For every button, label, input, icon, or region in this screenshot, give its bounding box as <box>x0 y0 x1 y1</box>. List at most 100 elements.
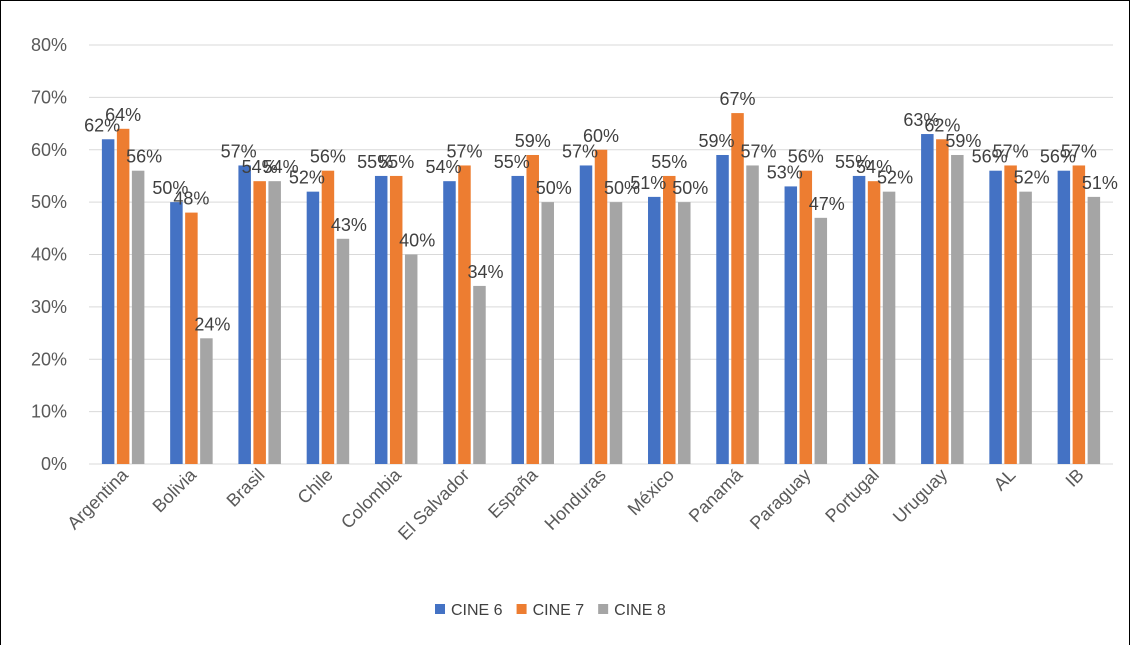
data-label: 62% <box>924 115 960 135</box>
bar <box>882 191 896 464</box>
y-tick-label: 80% <box>31 35 67 55</box>
bar <box>784 186 798 464</box>
data-label: 24% <box>194 314 230 334</box>
data-label: 60% <box>583 126 619 146</box>
data-label: 64% <box>105 105 141 125</box>
bar <box>579 165 593 464</box>
legend-swatch <box>435 604 445 614</box>
y-tick-label: 10% <box>31 402 67 422</box>
data-label: 47% <box>809 194 845 214</box>
legend-label: CINE 8 <box>614 602 666 619</box>
data-label: 50% <box>152 178 188 198</box>
data-label: 52% <box>877 168 913 188</box>
data-label: 51% <box>630 173 666 193</box>
bar <box>1057 170 1071 464</box>
y-tick-label: 70% <box>31 87 67 107</box>
bar <box>989 170 1002 464</box>
y-axis-tick-labels: 0% 10% 20% 30% 40% 50% 60% 70% 80% <box>31 35 67 474</box>
bar <box>443 181 456 465</box>
data-label: 62% <box>84 115 120 135</box>
data-label: 54% <box>242 157 278 177</box>
x-tick-label: España <box>484 464 542 522</box>
bar <box>131 170 145 464</box>
data-label: 54% <box>263 157 299 177</box>
data-label: 59% <box>699 131 735 151</box>
data-label: 52% <box>289 168 325 188</box>
x-tick-label: IB <box>1062 465 1088 491</box>
bar <box>404 254 418 464</box>
data-label: 34% <box>467 262 503 282</box>
bar <box>336 238 350 464</box>
bar <box>526 154 539 465</box>
bar <box>473 285 486 464</box>
bar <box>200 338 213 464</box>
data-label: 56% <box>1040 147 1076 167</box>
x-tick-label: Chile <box>294 465 337 508</box>
bar <box>716 154 729 465</box>
data-label: 57% <box>221 141 257 161</box>
x-tick-label: AL <box>990 465 1020 495</box>
legend-label: CINE 7 <box>533 602 585 619</box>
legend-swatch <box>516 604 527 614</box>
bar <box>306 191 320 464</box>
bar <box>921 134 934 464</box>
data-label: 56% <box>788 147 824 167</box>
data-label: 59% <box>945 131 981 151</box>
bar <box>852 175 866 464</box>
legend-label: CINE 6 <box>451 602 503 619</box>
data-label: 63% <box>903 110 939 130</box>
data-label: 54% <box>856 157 892 177</box>
data-label: 50% <box>672 178 708 198</box>
bar <box>663 175 676 464</box>
x-tick-label: Colombia <box>337 464 406 533</box>
bar <box>253 181 266 465</box>
x-tick-label: Honduras <box>540 465 609 534</box>
bar <box>238 165 251 464</box>
bar <box>867 181 881 465</box>
bar <box>185 212 198 464</box>
x-tick-label: Paraguay <box>746 465 815 534</box>
data-label: 57% <box>1061 141 1097 161</box>
y-tick-label: 60% <box>31 140 67 160</box>
x-tick-label: Brasil <box>223 465 269 511</box>
data-label: 50% <box>536 178 572 198</box>
bar <box>1019 191 1032 464</box>
data-label: 59% <box>515 131 551 151</box>
bar <box>814 217 828 464</box>
data-label: 48% <box>173 189 209 209</box>
bar <box>101 139 115 464</box>
bar <box>799 170 813 464</box>
x-tick-label: Portugal <box>821 465 883 527</box>
x-tick-label: Bolivia <box>149 464 201 516</box>
x-tick-label: Uruguay <box>889 465 951 527</box>
x-tick-label: México <box>624 465 678 519</box>
bar <box>936 139 949 464</box>
y-tick-label: 40% <box>31 245 67 265</box>
data-label: 40% <box>399 231 435 251</box>
data-label: 55% <box>494 152 530 172</box>
bar <box>116 128 130 465</box>
bar <box>170 202 183 464</box>
legend: CINE 6 CINE 7 CINE 8 <box>435 602 666 619</box>
bar <box>268 181 281 465</box>
x-tick-label: Panamá <box>685 464 747 526</box>
data-label: 50% <box>604 178 640 198</box>
data-label: 55% <box>357 152 393 172</box>
bar <box>321 170 335 464</box>
data-label: 67% <box>720 89 756 109</box>
y-tick-label: 50% <box>31 192 67 212</box>
bar <box>1004 165 1017 464</box>
bar <box>1087 196 1101 464</box>
data-label: 52% <box>1014 168 1050 188</box>
bar <box>746 165 759 464</box>
x-tick-label: El Salvador <box>394 465 473 544</box>
data-labels: 62%64%56%50%48%24%57%54%54%52%56%43%55%5… <box>84 89 1118 334</box>
bar <box>678 202 691 464</box>
bar <box>648 196 661 464</box>
bars <box>101 113 1101 465</box>
data-label: 53% <box>767 162 803 182</box>
bar <box>951 154 964 465</box>
data-label: 55% <box>651 152 687 172</box>
